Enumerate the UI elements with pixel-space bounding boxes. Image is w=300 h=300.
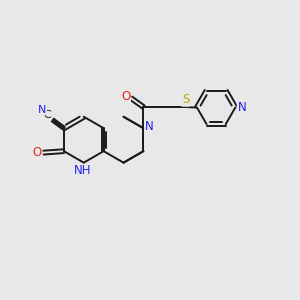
Text: N: N <box>38 105 46 115</box>
Text: N: N <box>237 101 246 114</box>
Text: O: O <box>121 90 130 103</box>
Text: S: S <box>182 93 189 106</box>
Text: NH: NH <box>74 164 91 177</box>
Text: O: O <box>33 146 42 159</box>
Text: N: N <box>145 120 154 133</box>
Text: C: C <box>44 110 51 120</box>
